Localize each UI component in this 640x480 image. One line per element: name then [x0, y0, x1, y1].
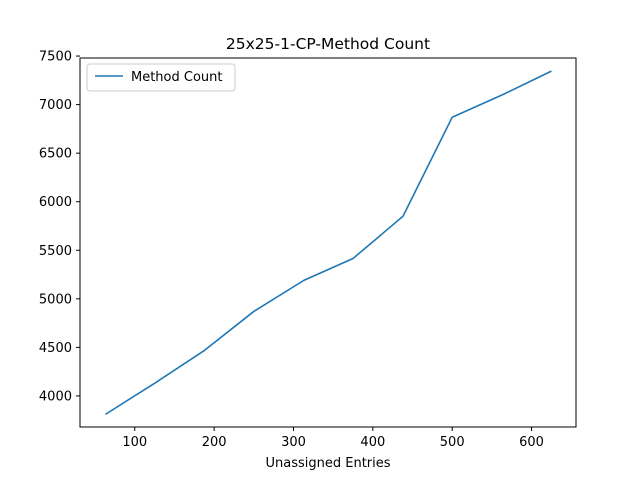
- x-tick-label: 500: [440, 435, 465, 450]
- series-line-method-count: [104, 70, 552, 416]
- x-tick-label: 100: [122, 435, 147, 450]
- y-tick-label: 6500: [39, 147, 72, 162]
- x-axis: 100 200 300 400 500 600: [122, 427, 544, 450]
- y-tick-label: 4000: [39, 389, 72, 404]
- y-tick-label: 7500: [39, 50, 72, 65]
- y-tick-label: 4500: [39, 341, 72, 356]
- y-axis: 4000 4500 5000 5500 6000 6500 7000 7500: [39, 50, 80, 404]
- x-tick-label: 300: [281, 435, 306, 450]
- x-tick-label: 400: [360, 435, 385, 450]
- plot-area: [104, 70, 552, 416]
- legend-box: [86, 63, 236, 92]
- axes-frame: [79, 57, 577, 428]
- chart-title: 25x25-1-CP-Method Count: [226, 35, 430, 53]
- legend-label: Method Count: [131, 70, 223, 85]
- y-tick-label: 5000: [39, 292, 72, 307]
- y-tick-label: 7000: [39, 98, 72, 113]
- y-tick-label: 6000: [39, 195, 72, 210]
- x-tick-label: 200: [202, 435, 227, 450]
- x-axis-label: Unassigned Entries: [265, 456, 390, 471]
- legend: Method Count: [86, 63, 236, 92]
- y-tick-label: 5500: [39, 244, 72, 259]
- x-tick-label: 600: [519, 435, 544, 450]
